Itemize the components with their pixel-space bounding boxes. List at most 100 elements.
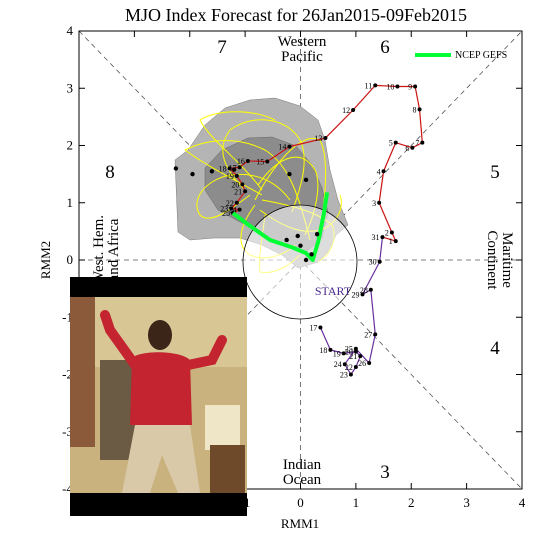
y-tick-label: -3 bbox=[62, 424, 73, 439]
observed-point bbox=[234, 173, 239, 178]
observed-point bbox=[243, 189, 248, 194]
forecast-point bbox=[295, 233, 300, 239]
observed-point bbox=[323, 136, 328, 141]
observed-segment bbox=[383, 142, 397, 172]
day-label: 22 bbox=[226, 199, 234, 208]
observed-segment bbox=[355, 348, 370, 364]
video-person-head bbox=[148, 320, 172, 350]
day-label: 22 bbox=[345, 363, 353, 372]
y-tick-label: 0 bbox=[67, 252, 74, 267]
day-label: 13 bbox=[314, 134, 322, 143]
region-indian: Indian bbox=[283, 457, 322, 473]
day-label: 24 bbox=[334, 360, 342, 369]
region-western: Western bbox=[278, 34, 327, 50]
video-person-arm-left bbox=[100, 310, 140, 370]
observed-segment bbox=[266, 146, 290, 163]
forecast-point bbox=[309, 252, 314, 257]
y-tick-label: -1 bbox=[62, 309, 73, 324]
day-label: 21 bbox=[234, 187, 242, 196]
observed-segment bbox=[395, 142, 413, 149]
phase-label-5: 5 bbox=[490, 162, 500, 183]
day-label: 25 bbox=[222, 209, 230, 218]
observed-trajectory bbox=[229, 84, 423, 375]
video-person-shirt bbox=[130, 352, 192, 425]
phase-label-4: 4 bbox=[490, 338, 500, 359]
day-label: 26 bbox=[358, 359, 366, 368]
day-label: 4 bbox=[377, 167, 381, 176]
forecast-point bbox=[173, 166, 179, 171]
observed-segment bbox=[418, 109, 423, 143]
observed-point bbox=[341, 351, 346, 356]
day-label: 5 bbox=[389, 139, 393, 148]
observed-point bbox=[417, 107, 422, 112]
phase-label-8: 8 bbox=[105, 162, 115, 183]
observed-segment bbox=[370, 289, 376, 335]
observed-point bbox=[318, 325, 323, 330]
observed-point bbox=[237, 165, 242, 170]
day-label: 16 bbox=[237, 157, 245, 166]
day-label: 24 bbox=[229, 206, 237, 215]
observed-segment bbox=[319, 327, 331, 351]
day-label: 15 bbox=[256, 158, 264, 167]
y-tick-label: 2 bbox=[67, 138, 74, 153]
observed-point bbox=[393, 140, 398, 145]
day-label: 12 bbox=[342, 106, 350, 115]
observed-point bbox=[360, 292, 365, 297]
video-still bbox=[70, 297, 247, 493]
video-person-trousers bbox=[122, 425, 200, 493]
region-and-africa: and Africa bbox=[106, 218, 122, 281]
legend: NCEP GEFS bbox=[415, 50, 507, 61]
observed-segment bbox=[330, 349, 344, 354]
day-label: 2 bbox=[385, 229, 389, 238]
observed-point bbox=[380, 235, 385, 240]
y-axis-label: RMM2 bbox=[38, 241, 53, 279]
day-label: 1 bbox=[389, 237, 393, 246]
observed-segment bbox=[375, 84, 398, 88]
video-cabinet bbox=[100, 360, 135, 460]
observed-point bbox=[353, 365, 358, 370]
observed-point bbox=[328, 347, 333, 352]
observed-point bbox=[245, 158, 250, 163]
video-lamp-shade bbox=[205, 405, 240, 450]
y-tick-label: 3 bbox=[67, 80, 74, 95]
video-overlay bbox=[70, 277, 247, 516]
observed-point bbox=[368, 287, 373, 292]
observed-point bbox=[229, 206, 234, 211]
observed-segment bbox=[352, 84, 376, 111]
day-label: 17 bbox=[229, 163, 237, 172]
day-label: 8 bbox=[413, 105, 417, 114]
ensemble-member-line bbox=[222, 119, 305, 213]
day-label: 6 bbox=[405, 144, 409, 153]
day-label: 30 bbox=[369, 258, 377, 267]
x-tick-label: 4 bbox=[519, 495, 526, 510]
forecast-point bbox=[303, 177, 309, 183]
observed-point bbox=[373, 83, 378, 88]
y-tick-label: -4 bbox=[62, 481, 73, 496]
day-label: 25 bbox=[345, 345, 353, 354]
observed-segment bbox=[379, 237, 384, 262]
phase-label-7: 7 bbox=[217, 37, 227, 58]
phase-label-3: 3 bbox=[380, 462, 390, 483]
day-label: 3 bbox=[372, 199, 376, 208]
observed-segment bbox=[289, 137, 326, 148]
legend-label: NCEP GEFS bbox=[455, 50, 507, 61]
observed-point bbox=[393, 239, 398, 244]
day-label: 19 bbox=[226, 172, 234, 181]
observed-point bbox=[342, 362, 347, 367]
observed-segment bbox=[368, 334, 376, 364]
day-label: 18 bbox=[219, 164, 227, 173]
day-label: 14 bbox=[278, 143, 286, 152]
observed-point bbox=[373, 332, 378, 337]
day-label: 11 bbox=[365, 81, 373, 90]
region-continent: Continent bbox=[484, 230, 500, 290]
x-tick-label: 3 bbox=[463, 495, 470, 510]
forecast-point bbox=[231, 167, 237, 172]
observed-point bbox=[395, 84, 400, 89]
day-label: 23 bbox=[220, 204, 228, 213]
observed-points bbox=[227, 83, 425, 377]
observed-point bbox=[348, 372, 353, 377]
